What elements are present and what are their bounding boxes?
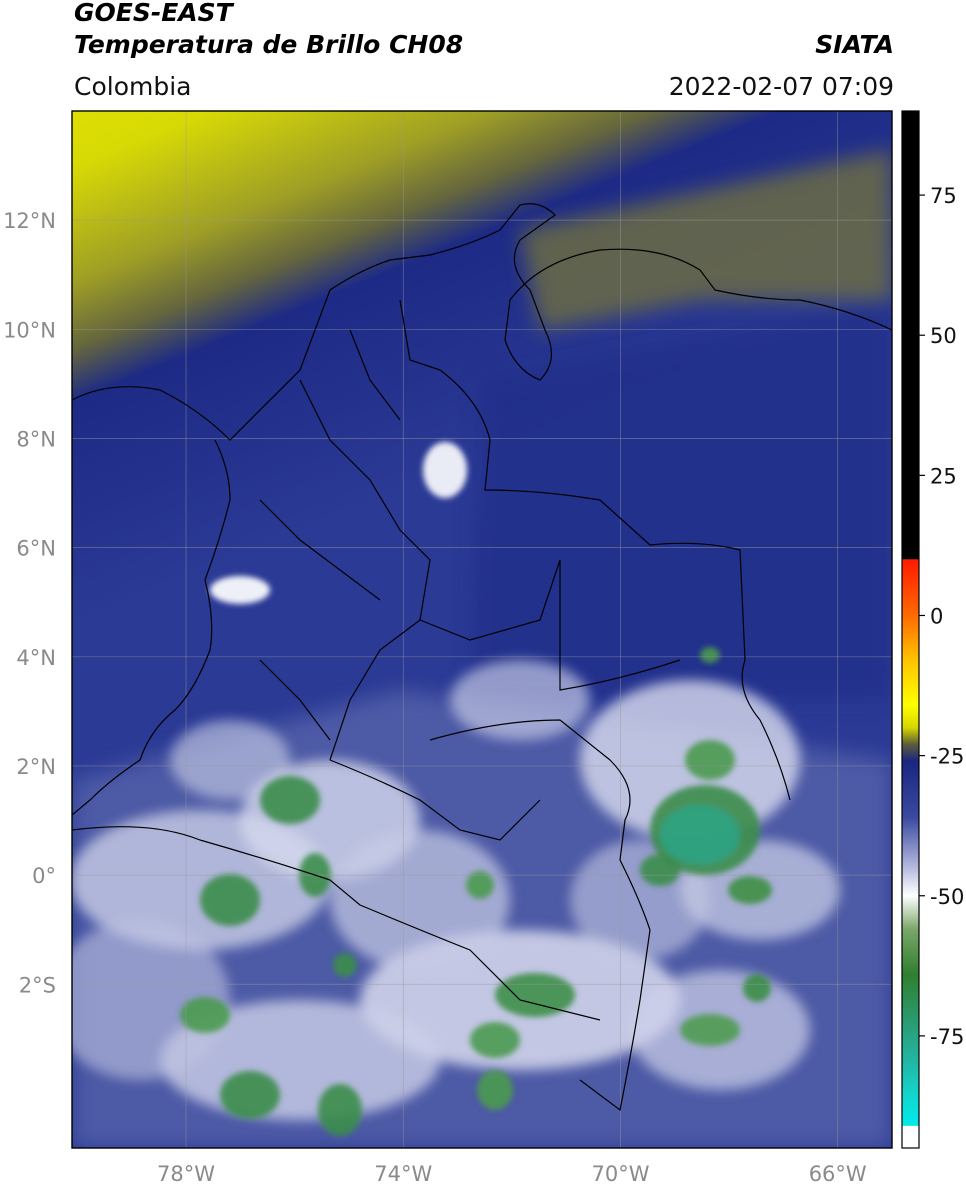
agency-label: SIATA xyxy=(815,30,894,59)
cold-cloud-cell xyxy=(180,997,230,1033)
border-line xyxy=(349,329,401,421)
cold-cloud-cell xyxy=(728,876,772,904)
colorbar-frame xyxy=(901,110,920,1149)
border-line xyxy=(429,719,651,931)
border-line xyxy=(72,439,231,816)
lat-tick-label: 6°N xyxy=(16,537,56,561)
cold-cloud-cell xyxy=(680,1014,740,1046)
lat-tick-label: 0° xyxy=(32,864,56,888)
cold-cloud-cell xyxy=(318,1084,362,1136)
lat-tick-label: 2°N xyxy=(16,755,56,779)
brightness-temperature-image xyxy=(72,111,892,1148)
cold-cloud-cell xyxy=(640,854,680,886)
cloud-haze xyxy=(170,720,290,800)
lon-tick-label: 70°W xyxy=(591,1162,649,1186)
cold-cloud-cell xyxy=(333,953,357,977)
lon-tick-label: 74°W xyxy=(374,1162,432,1186)
border-line xyxy=(559,560,681,691)
cold-cloud-cell xyxy=(220,1071,280,1119)
border-line xyxy=(72,826,601,1021)
border-line xyxy=(439,369,791,801)
colorbar-tick-label: -25 xyxy=(930,745,964,769)
cold-cloud-cell xyxy=(477,1070,513,1110)
lat-tick-label: 4°N xyxy=(16,646,56,670)
cold-cloud-cell xyxy=(260,776,320,824)
border-line xyxy=(419,559,561,641)
border-line xyxy=(399,299,441,371)
satellite-title: GOES-EAST xyxy=(74,0,233,27)
border-line xyxy=(72,203,892,441)
border-line xyxy=(259,659,331,741)
colorbar xyxy=(902,111,919,1148)
lon-tick-label: 78°W xyxy=(157,1162,215,1186)
border-line xyxy=(299,379,431,761)
colorbar-segment xyxy=(902,111,919,560)
lat-tick-label: 12°N xyxy=(3,209,56,233)
cold-cloud-cell xyxy=(700,647,720,663)
lat-tick-label: 10°N xyxy=(3,318,56,342)
cloud-haze xyxy=(330,830,510,970)
border-line xyxy=(329,759,541,841)
cold-cloud-cell xyxy=(470,1022,520,1058)
datetime-label: 2022-02-07 07:09 xyxy=(668,72,894,101)
product-title: Temperatura de Brillo CH08 xyxy=(74,30,464,59)
cold-cloud-cell xyxy=(200,874,260,926)
lat-tick-label: 8°N xyxy=(16,427,56,451)
border-line xyxy=(579,929,651,1112)
colorbar-tick-label: 50 xyxy=(930,324,957,348)
colorbar-segment xyxy=(902,559,919,1148)
colorbar-tick-label: 75 xyxy=(930,184,957,208)
cold-cloud-cell xyxy=(685,740,735,780)
colorbar-tick-label: -50 xyxy=(930,885,964,909)
cold-cloud-cell xyxy=(743,974,771,1002)
border-line xyxy=(259,499,381,601)
lon-tick-label: 66°W xyxy=(809,1162,867,1186)
colorbar-tick-label: 0 xyxy=(930,604,943,628)
region-label: Colombia xyxy=(74,72,192,101)
map-frame xyxy=(71,110,893,1149)
cloud-haze xyxy=(450,660,590,740)
cold-cloud-cell xyxy=(466,871,494,899)
colorbar-tick-label: -75 xyxy=(930,1025,964,1049)
cloud-haze xyxy=(72,920,230,1080)
cold-cloud-cell xyxy=(660,805,740,865)
lat-tick-label: 2°S xyxy=(19,973,56,997)
colorbar-tick-label: 25 xyxy=(930,464,957,488)
